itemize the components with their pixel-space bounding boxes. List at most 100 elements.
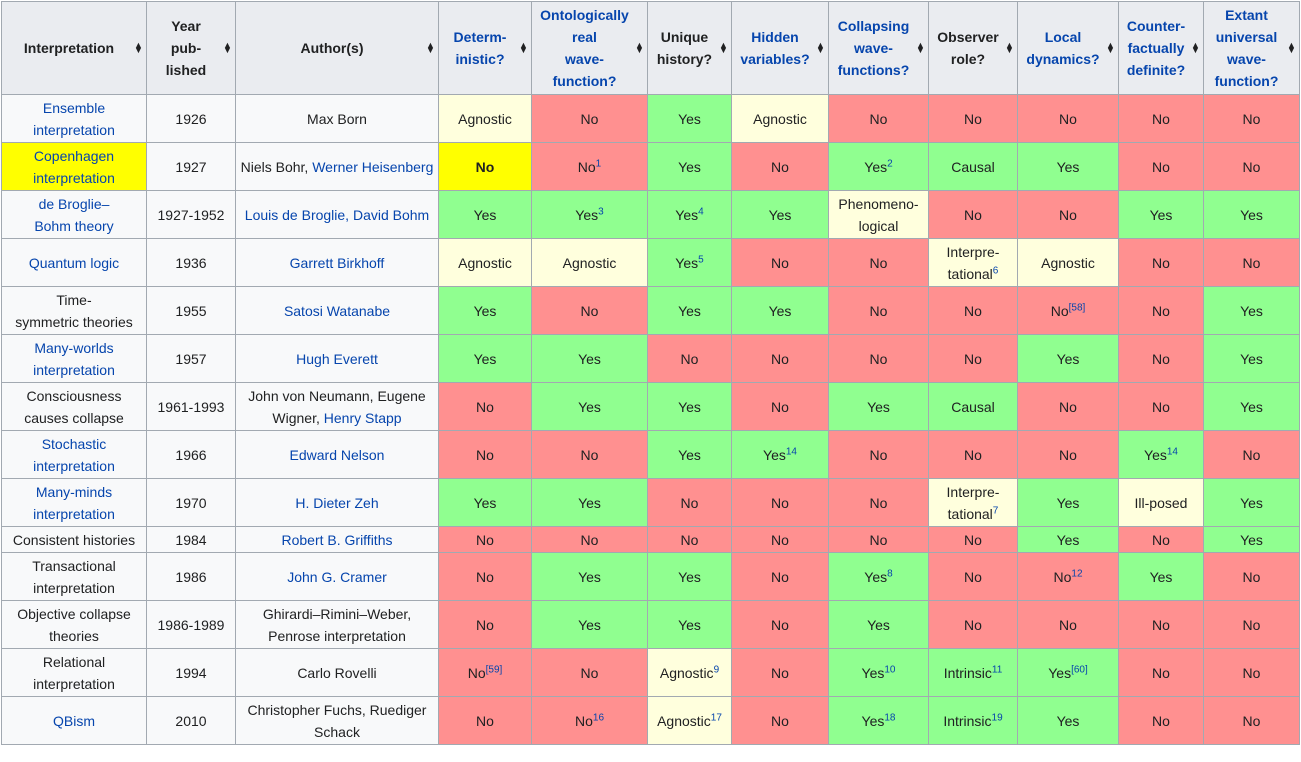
footnote-ref[interactable]: 1 — [595, 157, 602, 169]
property-cell: Yes — [1203, 334, 1300, 383]
author-link[interactable]: Henry Stapp — [323, 409, 402, 426]
property-cell: No — [1118, 526, 1204, 553]
cell-value: No — [1152, 616, 1170, 633]
column-header-label[interactable]: Extant universal wave-function? — [1215, 7, 1279, 89]
footnote-ref[interactable]: 14 — [1166, 445, 1178, 457]
cell-value: Yes — [675, 254, 699, 271]
column-header-collapsing-wave-functions[interactable]: Collapsing wave-functions? ▲ ▼ — [828, 1, 929, 95]
year-published: 1984 — [146, 526, 236, 553]
column-header-label[interactable]: Local dynamics? — [1026, 29, 1099, 67]
cell-value: No — [1059, 398, 1077, 415]
footnote-ref[interactable]: 5 — [698, 253, 704, 265]
column-header-ontologically-real-wave-function[interactable]: Ontologically real wave-function? ▲ ▼ — [531, 1, 648, 95]
column-header-label[interactable]: Determ-inistic? — [454, 29, 507, 67]
sort-icon[interactable]: ▲ ▼ — [1191, 40, 1200, 55]
property-cell: No — [531, 94, 648, 143]
footnote-ref[interactable]: [58] — [1068, 301, 1086, 313]
interpretation-name[interactable]: Many-worlds interpretation — [1, 334, 147, 383]
footnote-ref[interactable]: 16 — [592, 711, 605, 723]
column-header-observer-role[interactable]: Observer role? ▲ ▼ — [928, 1, 1018, 95]
author-text: Ghirardi–Rimini–Weber, Penrose interpret… — [262, 605, 412, 644]
author-text: , — [369, 387, 378, 404]
footnote-ref[interactable]: 6 — [992, 264, 999, 276]
column-header-label[interactable]: Counter-factually definite? — [1127, 18, 1185, 78]
column-header-year-pub-lished[interactable]: Year pub-lished ▲ ▼ — [146, 1, 236, 95]
sort-icon[interactable]: ▲ ▼ — [134, 40, 143, 55]
sort-icon[interactable]: ▲ ▼ — [223, 40, 232, 55]
footnote-ref[interactable]: [59] — [485, 663, 503, 675]
interpretation-name[interactable]: Stochastic interpretation — [1, 430, 147, 479]
footnote-ref[interactable]: 4 — [698, 205, 704, 217]
author-link[interactable]: Garrett Birkhoff — [289, 254, 385, 271]
footnote-ref[interactable]: 3 — [598, 205, 604, 217]
footnote-ref[interactable]: 18 — [884, 711, 896, 723]
table-row: Transactional interpretation 1986 John G. C… — [1, 552, 1300, 601]
property-cell: No — [438, 526, 532, 553]
footnote-ref[interactable]: 9 — [713, 663, 720, 675]
column-header-unique-history[interactable]: Unique history? ▲ ▼ — [647, 1, 732, 95]
author-link[interactable]: Louis de Broglie, David Bohm — [244, 206, 430, 223]
footnote-ref[interactable]: 17 — [710, 711, 722, 723]
column-header-interpretation[interactable]: Interpretation ▲ ▼ — [1, 1, 147, 95]
year-published: 1927 — [146, 142, 236, 191]
cell-value: No — [574, 712, 593, 729]
text-line: pub- — [170, 40, 202, 56]
author-link[interactable]: H. Dieter Zeh — [295, 494, 379, 511]
sort-icon[interactable]: ▲ ▼ — [426, 40, 435, 55]
cell-value: Yes — [473, 350, 497, 367]
table-row: Time-symmetric theories 1955 Satosi Watana… — [1, 286, 1300, 335]
cell-value: No — [1152, 158, 1170, 175]
column-header-label[interactable]: Ontologically real wave-function? — [540, 7, 629, 89]
property-cell: No — [928, 190, 1018, 239]
author-link[interactable]: Edward Nelson — [289, 446, 385, 463]
column-header-label[interactable]: Collapsing wave-functions? — [838, 18, 910, 78]
property-cell: Yes — [1017, 526, 1119, 553]
column-header-label[interactable]: Hidden variables? — [740, 29, 809, 67]
column-header-extant-universal-wave-function[interactable]: Extant universal wave-function? ▲ ▼ — [1203, 1, 1300, 95]
table-row: Copenhagen interpretation 1927 Niels Bohr, … — [1, 142, 1300, 191]
interpretation-name[interactable]: Quantum logic — [1, 238, 147, 287]
cell-value: No — [771, 664, 789, 681]
footnote-ref[interactable]: 8 — [887, 567, 893, 579]
column-header-hidden-variables[interactable]: Hidden variables? ▲ ▼ — [731, 1, 829, 95]
footnote-ref[interactable]: 2 — [887, 157, 893, 169]
property-cell: No — [531, 430, 648, 479]
footnote-ref[interactable]: 10 — [884, 663, 896, 675]
property-cell: Yes — [1203, 526, 1300, 553]
year-published: 1966 — [146, 430, 236, 479]
author-text: Niels Bohr, — [240, 158, 313, 175]
property-cell: Yes — [438, 190, 532, 239]
sort-icon[interactable]: ▲ ▼ — [1106, 40, 1115, 55]
interpretation-name[interactable]: Ensemble interpretation — [1, 94, 147, 143]
footnote-ref[interactable]: 7 — [992, 504, 999, 516]
footnote-ref[interactable]: 11 — [991, 663, 1003, 675]
column-header-determ-inistic[interactable]: Determ-inistic? ▲ ▼ — [438, 1, 532, 95]
author-link[interactable]: Hugh Everett — [296, 350, 378, 367]
interpretation-name[interactable]: Copenhagen interpretation — [1, 142, 147, 191]
cell-value: Yes — [678, 302, 701, 319]
sort-icon[interactable]: ▲ ▼ — [719, 40, 728, 55]
interpretation-name[interactable]: QBism — [1, 696, 147, 745]
sort-icon[interactable]: ▲ ▼ — [1005, 40, 1014, 55]
property-cell: No — [928, 552, 1018, 601]
column-header-local-dynamics[interactable]: Local dynamics? ▲ ▼ — [1017, 1, 1119, 95]
sort-icon[interactable]: ▲ ▼ — [816, 40, 825, 55]
author-link[interactable]: John G. Cramer — [287, 568, 387, 585]
footnote-ref[interactable]: 14 — [785, 445, 797, 457]
sort-icon[interactable]: ▲ ▼ — [916, 40, 925, 55]
sort-icon[interactable]: ▲ ▼ — [519, 40, 528, 55]
footnote-ref[interactable]: 12 — [1071, 567, 1083, 579]
text-line: Transactional — [32, 557, 116, 574]
column-header-author-s[interactable]: Author(s) ▲ ▼ — [235, 1, 439, 95]
author-link[interactable]: Robert B. Griffiths — [281, 531, 393, 548]
author-link[interactable]: Werner Heisenberg — [312, 158, 434, 175]
cell-value: No — [964, 531, 982, 548]
interpretation-name[interactable]: de Broglie– Bohm theory — [1, 190, 147, 239]
sort-icon[interactable]: ▲ ▼ — [1287, 40, 1296, 55]
footnote-ref[interactable]: [60] — [1071, 663, 1088, 675]
sort-icon[interactable]: ▲ ▼ — [635, 40, 644, 55]
footnote-ref[interactable]: 19 — [991, 711, 1003, 723]
interpretation-name[interactable]: Many-minds interpretation — [1, 478, 147, 527]
author-link[interactable]: Satosi Watanabe — [283, 302, 391, 319]
column-header-counter-factually-definite[interactable]: Counter-factually definite? ▲ ▼ — [1118, 1, 1204, 95]
